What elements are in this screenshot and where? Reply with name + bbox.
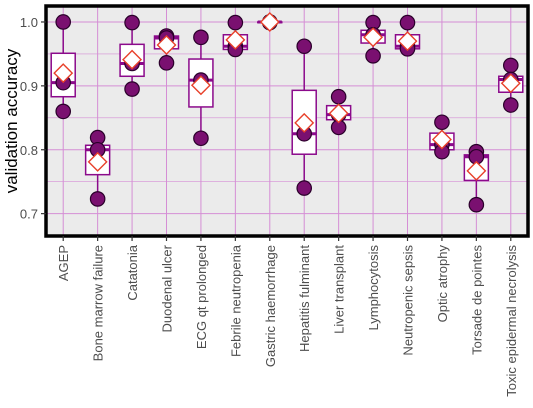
x-tick-label: Neutropenic sepsis: [401, 245, 416, 356]
data-point: [227, 14, 244, 31]
mean-marker: [294, 112, 315, 133]
mean-marker: [53, 63, 74, 84]
data-point: [193, 29, 209, 46]
y-axis: 0.7 0.8 0.9 1.0: [20, 15, 46, 222]
x-tick-label: Torsade de pointes: [469, 245, 484, 355]
plot-panel: [46, 6, 528, 236]
data-point: [55, 14, 72, 30]
data-point: [502, 97, 519, 113]
y-tick-label: 1.0: [20, 15, 38, 30]
x-tick-label: Catatonia: [125, 244, 140, 300]
mean-marker: [156, 34, 177, 55]
x-tick-label: AGEP: [56, 245, 71, 281]
means-layer: [53, 11, 521, 181]
data-point: [330, 88, 347, 105]
data-point: [296, 38, 313, 55]
mean-marker: [500, 73, 521, 94]
x-tick-label: Duodenal ulcer: [160, 244, 175, 332]
data-point: [296, 180, 313, 196]
data-point: [468, 196, 485, 213]
mean-marker: [431, 129, 452, 150]
plot-frame: [44, 4, 530, 238]
mean-marker: [225, 29, 246, 50]
mean-marker: [328, 103, 349, 124]
mean-marker: [122, 49, 143, 70]
y-tick-label: 0.7: [20, 207, 38, 222]
y-axis-label: validation accuracy: [2, 48, 21, 193]
x-tick-label: Febrile neutropenia: [228, 244, 243, 357]
x-tick-label: Lymphocytosis: [366, 245, 381, 331]
x-tick-label: Liver transplant: [332, 245, 347, 334]
data-point: [55, 103, 72, 120]
x-tick-label: Toxic epidermal necrolysis: [504, 245, 519, 397]
x-axis: AGEP Bone marrow failure Catatonia Duodenal…: [56, 236, 519, 397]
mean-marker: [190, 75, 211, 96]
data-point: [502, 57, 519, 74]
data-point: [399, 14, 416, 31]
mean-marker: [87, 151, 108, 172]
x-tick-label: ECG qt prolonged: [194, 245, 209, 349]
data-point: [193, 130, 209, 147]
data-point: [365, 48, 381, 64]
x-tick-label: Bone marrow failure: [91, 245, 106, 361]
mean-marker: [466, 160, 487, 181]
x-tick-label: Optic atrophy: [435, 245, 450, 323]
x-tick-label: Gastric haemorrhage: [263, 245, 278, 367]
y-tick-label: 0.9: [20, 79, 38, 94]
y-tick-label: 0.8: [20, 143, 38, 158]
data-point: [89, 191, 106, 207]
x-tick-label: Hepatitis fulminant: [297, 245, 312, 352]
data-point: [158, 55, 175, 71]
mean-marker: [397, 31, 418, 52]
mean-marker: [259, 11, 280, 32]
mean-marker: [363, 27, 384, 48]
data-point: [124, 14, 140, 31]
data-point: [124, 81, 140, 97]
data-point: [434, 114, 450, 131]
